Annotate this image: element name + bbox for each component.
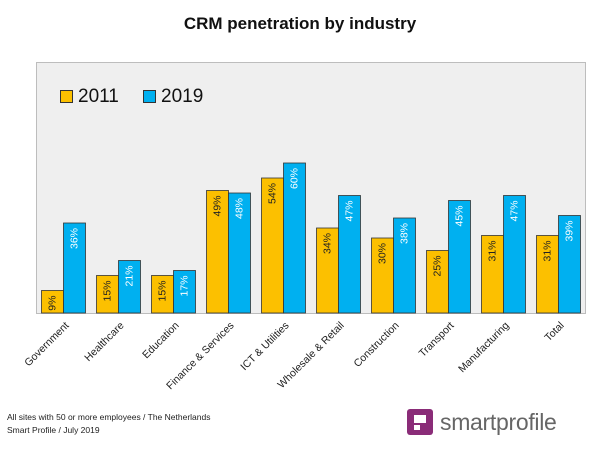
legend-label-2019: 2019 (161, 86, 204, 107)
x-tick-label-education: Education (140, 320, 182, 362)
legend-label-2011: 2011 (78, 86, 119, 107)
bar-2019-manufacturing (503, 195, 526, 314)
legend-swatch-2019 (143, 90, 156, 103)
data-label-2019-government: 36% (69, 228, 81, 249)
bar-2019-government (63, 222, 86, 314)
bar-2019-transport (448, 200, 471, 314)
x-tick-label-government: Government (22, 320, 71, 369)
data-label-2011-total: 31% (542, 241, 554, 262)
footnote-source: Smart Profile / July 2019 (7, 425, 100, 435)
data-label-2019-finance-and-services: 48% (234, 198, 246, 219)
bar-2019-education (173, 270, 196, 314)
data-label-2019-transport: 45% (454, 206, 466, 227)
bar-2019-wholesale-and-retail (338, 195, 361, 314)
data-label-2011-government: 9% (47, 296, 59, 311)
data-label-2011-ict-and-utilities: 54% (267, 183, 279, 204)
footnote-sample: All sites with 50 or more employees / Th… (7, 412, 211, 422)
data-label-2011-education: 15% (157, 281, 169, 302)
data-label-2019-healthcare: 21% (124, 266, 136, 287)
x-tick-label-transport: Transport (417, 320, 457, 360)
smartprofile-logo-icon (407, 409, 433, 435)
bar-2019-finance-and-services (228, 192, 251, 314)
x-tick-label-total: Total (542, 320, 566, 344)
data-label-2011-construction: 30% (377, 243, 389, 264)
bar-2019-construction (393, 217, 416, 314)
bar-2019-healthcare (118, 260, 141, 314)
x-tick-label-manufacturing: Manufacturing (456, 320, 512, 376)
bar-2019-total (558, 215, 581, 314)
data-label-2019-ict-and-utilities: 60% (289, 168, 301, 189)
data-label-2019-education: 17% (179, 276, 191, 297)
legend-swatch-2011 (60, 90, 73, 103)
data-label-2019-construction: 38% (399, 223, 411, 244)
data-label-2011-wholesale-and-retail: 34% (322, 233, 334, 254)
x-tick-label-ict-and-utilities: ICT & Utilities (238, 320, 291, 373)
x-tick-label-healthcare: Healthcare (82, 320, 127, 365)
data-label-2011-manufacturing: 31% (487, 241, 499, 262)
data-label-2011-finance-and-services: 49% (212, 196, 224, 217)
data-label-2011-transport: 25% (432, 256, 444, 277)
data-label-2019-total: 39% (564, 221, 576, 242)
smartprofile-logo: smartprofile (405, 407, 595, 437)
data-label-2019-manufacturing: 47% (509, 201, 521, 222)
x-tick-label-construction: Construction (351, 320, 401, 370)
data-label-2019-wholesale-and-retail: 47% (344, 201, 356, 222)
bar-2019-ict-and-utilities (283, 162, 306, 314)
smartprofile-logo-text: smartprofile (440, 409, 557, 435)
data-label-2011-healthcare: 15% (102, 281, 114, 302)
chart-title: CRM penetration by industry (183, 14, 417, 33)
